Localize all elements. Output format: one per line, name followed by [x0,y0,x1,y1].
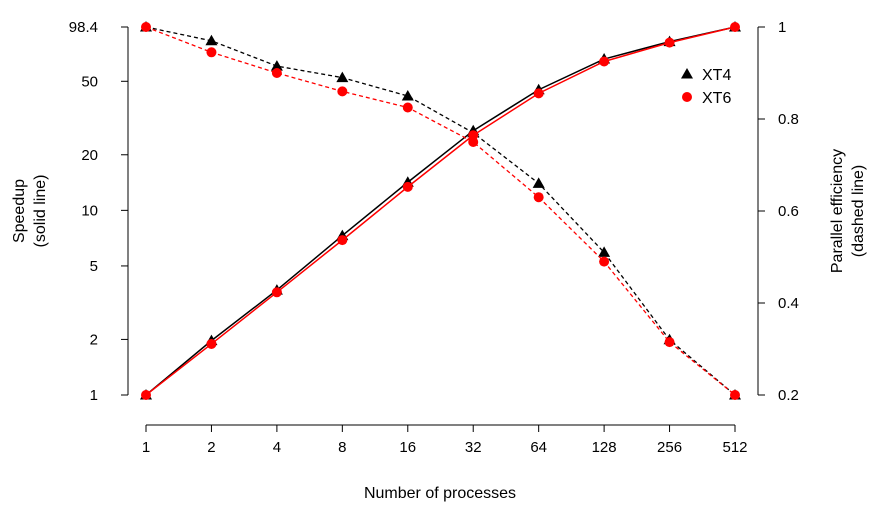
right-y-tick-label: 0.4 [778,295,799,312]
series-xt4 [140,21,741,400]
xt6-efficiency-line [145,26,736,396]
x-tick-label: 1 [142,439,150,456]
x-tick-label: 32 [465,439,482,456]
right-y-tick-label: 0.6 [778,203,799,220]
xt6-speedup-line [145,26,736,396]
legend-xt4-marker [681,68,693,79]
x-axis-title: Number of processes [364,485,516,502]
xt6-speedup-point [141,390,151,400]
x-ticks: 1 2 4 8 16 32 64 128 256 512 [142,425,748,456]
x-tick-label: 64 [530,439,547,456]
xt4-efficiency-point [270,60,283,71]
x-tick-label: 2 [207,439,215,456]
xt6-speedup-point [664,37,675,48]
right-y-tick-label: 1 [778,19,786,36]
xt6-efficiency-point [141,22,151,32]
xt4-efficiency-line [145,26,736,396]
xt4-efficiency-point [336,71,349,83]
xt6-speedup-point [599,56,610,67]
xt6-speedup-point [337,235,348,246]
xt4-efficiency-point [532,177,545,188]
legend-xt6-label: XT6 [702,90,731,107]
x-tick-label: 8 [338,439,346,456]
xt4-efficiency-point [205,34,218,46]
x-tick-label: 128 [592,439,617,456]
xt6-efficiency-point [337,86,348,97]
xt6-efficiency-point [730,390,740,400]
x-tick-label: 4 [273,439,281,456]
xt6-efficiency-point [402,102,413,113]
xt6-efficiency-point [599,256,610,267]
left-y-tick-label: 20 [81,147,98,164]
xt6-efficiency-point [206,47,217,58]
x-tick-label: 256 [657,439,682,456]
xt6-efficiency-point [664,337,675,348]
x-tick-label: 512 [722,439,747,456]
xt4-efficiency-point [401,90,414,101]
axes-group [127,27,759,426]
legend-xt6-marker [682,92,692,102]
left-y-tick-label: 50 [81,73,98,90]
left-axis-title-line2: (solid line) [32,175,49,248]
xt6-efficiency-point [271,68,282,78]
left-y-tick-label: 10 [81,202,98,219]
xt6-speedup-point [730,22,740,32]
xt6-speedup-point [402,181,413,192]
left-y-tick-label: 98.4 [69,19,98,36]
series-layer [140,21,741,400]
left-y-ticks: 1 2 5 10 20 50 98.4 [69,19,128,404]
xt6-efficiency-point [533,192,544,203]
left-y-tick-label: 1 [90,387,98,404]
right-y-ticks: 0.2 0.4 0.6 0.8 1 [758,19,799,404]
xt4-efficiency-point [598,246,611,257]
right-y-tick-label: 0.2 [778,387,799,404]
xt6-efficiency-point [468,137,479,147]
xt6-speedup-point [533,88,544,99]
left-axis-title-line1: Speedup [11,179,28,243]
xt6-speedup-point [271,287,282,298]
left-y-tick-label: 2 [90,331,98,348]
left-y-tick-label: 5 [90,258,98,275]
x-tick-label: 16 [399,439,416,456]
right-y-tick-label: 0.8 [778,111,799,128]
xt4-speedup-line [145,26,736,396]
right-axis-title-line2: (dashed line) [850,165,867,258]
right-axis-title-line1: Parallel efficiency [829,149,846,273]
series-xt6 [141,22,740,400]
xt6-speedup-point [206,338,217,349]
legend-xt4-label: XT4 [702,67,731,84]
